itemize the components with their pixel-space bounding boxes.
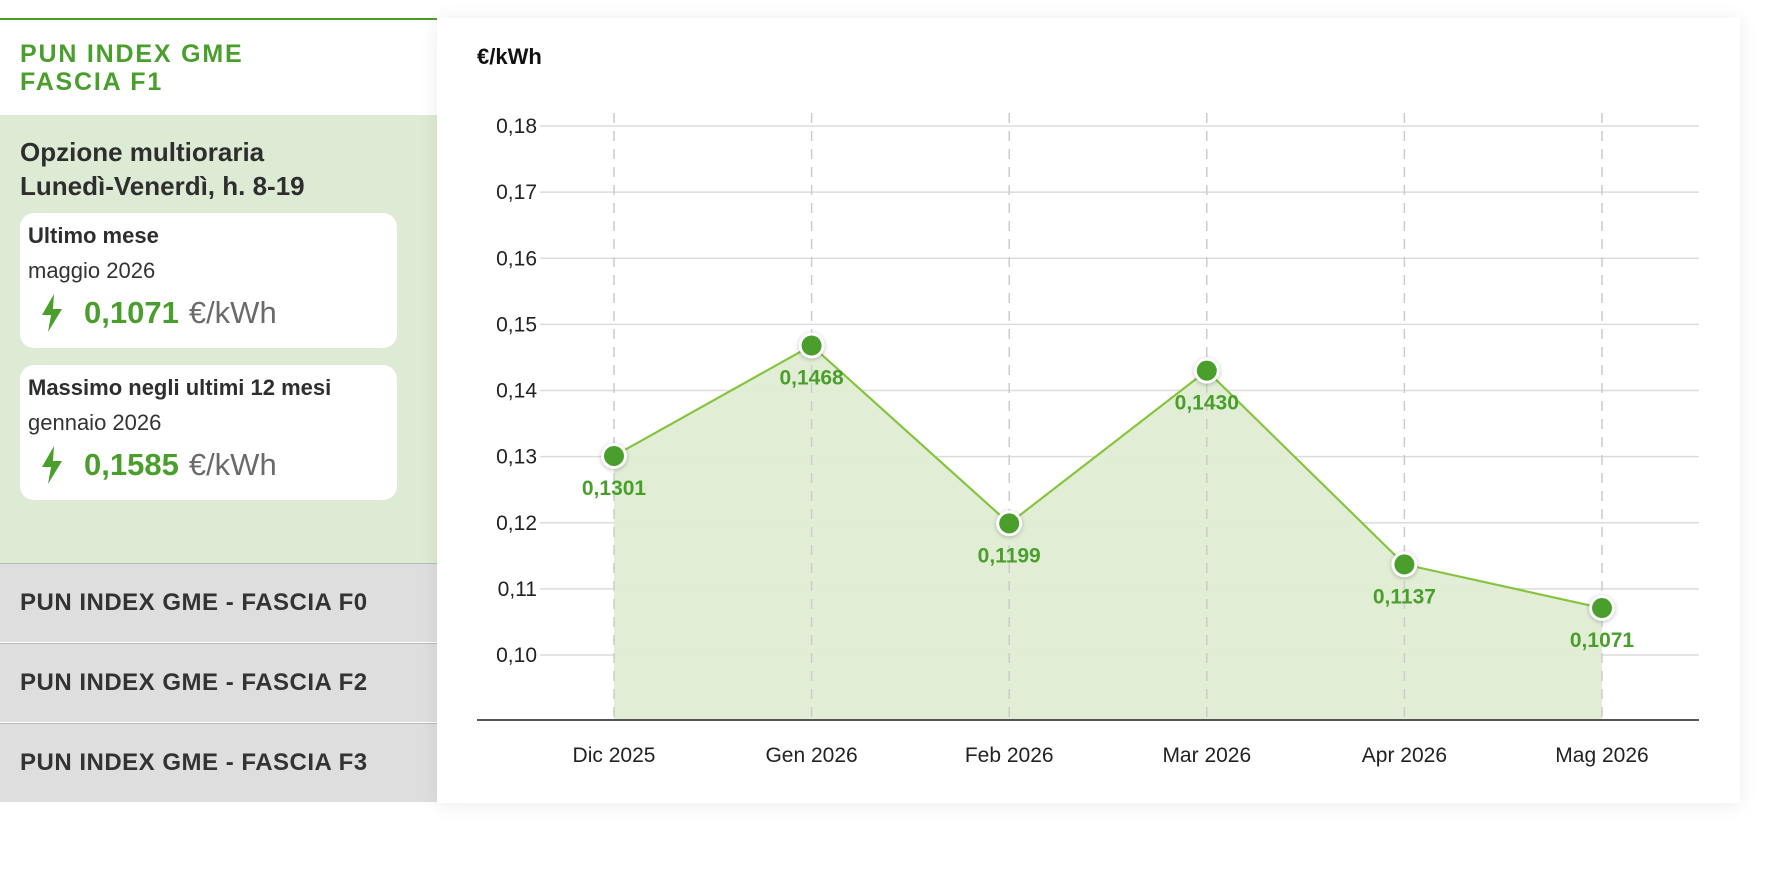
y-tick-label: 0,17 <box>496 181 537 204</box>
max-12-months-value: 0,1585 <box>84 447 179 482</box>
lightning-bolt-icon <box>42 446 62 484</box>
data-point <box>1394 554 1415 575</box>
data-label: 0,1430 <box>1175 392 1239 415</box>
price-chart: 0,10 0,11 0,12 0,13 0,14 0,15 0,16 0,17 0,18 0,13… <box>477 113 1699 767</box>
last-month-unit: €/kWh <box>188 295 277 330</box>
x-tick-label: Mar 2026 <box>1162 744 1251 767</box>
y-tick-label: 0,11 <box>498 578 537 601</box>
data-point <box>999 513 1020 534</box>
data-point <box>604 445 624 466</box>
max-12-months-period: gennaio 2026 <box>28 410 162 435</box>
x-tick-label: Dic 2025 <box>573 744 656 767</box>
tab-fascia-f1-label: PUN INDEX GME FASCIA F1 <box>20 40 244 96</box>
y-axis-unit-label: €/kWh <box>477 44 542 69</box>
data-point <box>801 335 822 356</box>
last-month-card: Ultimo mese maggio 2026 0,1071 €/kWh <box>20 213 397 348</box>
max-12-months-card: Massimo negli ultimi 12 mesi gennaio 202… <box>20 365 397 500</box>
data-point <box>1196 360 1217 381</box>
fascia-f1-panel: Opzione multioraria Lunedì-Venerdì, h. 8… <box>0 115 437 563</box>
x-tick-label: Gen 2026 <box>765 744 857 767</box>
y-tick-label: 0,13 <box>496 446 537 469</box>
data-label: 0,1199 <box>978 544 1041 567</box>
tab-fascia-f3[interactable]: PUN INDEX GME - FASCIA F3 <box>0 723 437 802</box>
max-12-months-unit: €/kWh <box>188 447 277 482</box>
area-fill <box>614 345 1602 720</box>
max-12-months-label: Massimo negli ultimi 12 mesi <box>28 375 332 400</box>
data-point <box>1592 598 1612 619</box>
chart-card: €/kWh 0,10 0,11 0,12 0,13 0,14 0,15 0,16 0,17 0,… <box>437 18 1740 803</box>
last-month-label: Ultimo mese <box>28 223 159 248</box>
last-month-period: maggio 2026 <box>28 258 156 283</box>
data-label: 0,1137 <box>1373 585 1436 608</box>
tab-fascia-f0[interactable]: PUN INDEX GME - FASCIA F0 <box>0 563 437 642</box>
x-tick-label: Apr 2026 <box>1362 744 1447 767</box>
sidebar: PUN INDEX GME FASCIA F1 Opzione multiora… <box>0 18 437 803</box>
y-tick-label: 0,12 <box>496 512 537 535</box>
data-label: 0,1071 <box>1570 629 1635 652</box>
lightning-bolt-icon <box>42 294 62 332</box>
y-tick-label: 0,16 <box>496 247 537 270</box>
y-tick-label: 0,18 <box>496 115 537 138</box>
series-line <box>613 344 1603 610</box>
y-tick-label: 0,14 <box>496 380 537 403</box>
x-tick-label: Mag 2026 <box>1555 744 1648 767</box>
y-tick-label: 0,15 <box>496 313 537 336</box>
option-title: Opzione multioraria Lunedì-Venerdì, h. 8… <box>20 137 305 201</box>
tab-fascia-f1[interactable]: PUN INDEX GME FASCIA F1 <box>0 18 437 115</box>
x-tick-label: Feb 2026 <box>965 744 1054 767</box>
last-month-value: 0,1071 <box>84 295 179 330</box>
y-tick-label: 0,10 <box>496 644 537 667</box>
tab-fascia-f2[interactable]: PUN INDEX GME - FASCIA F2 <box>0 643 437 722</box>
data-label: 0,1301 <box>582 477 647 500</box>
data-label: 0,1468 <box>779 367 844 390</box>
